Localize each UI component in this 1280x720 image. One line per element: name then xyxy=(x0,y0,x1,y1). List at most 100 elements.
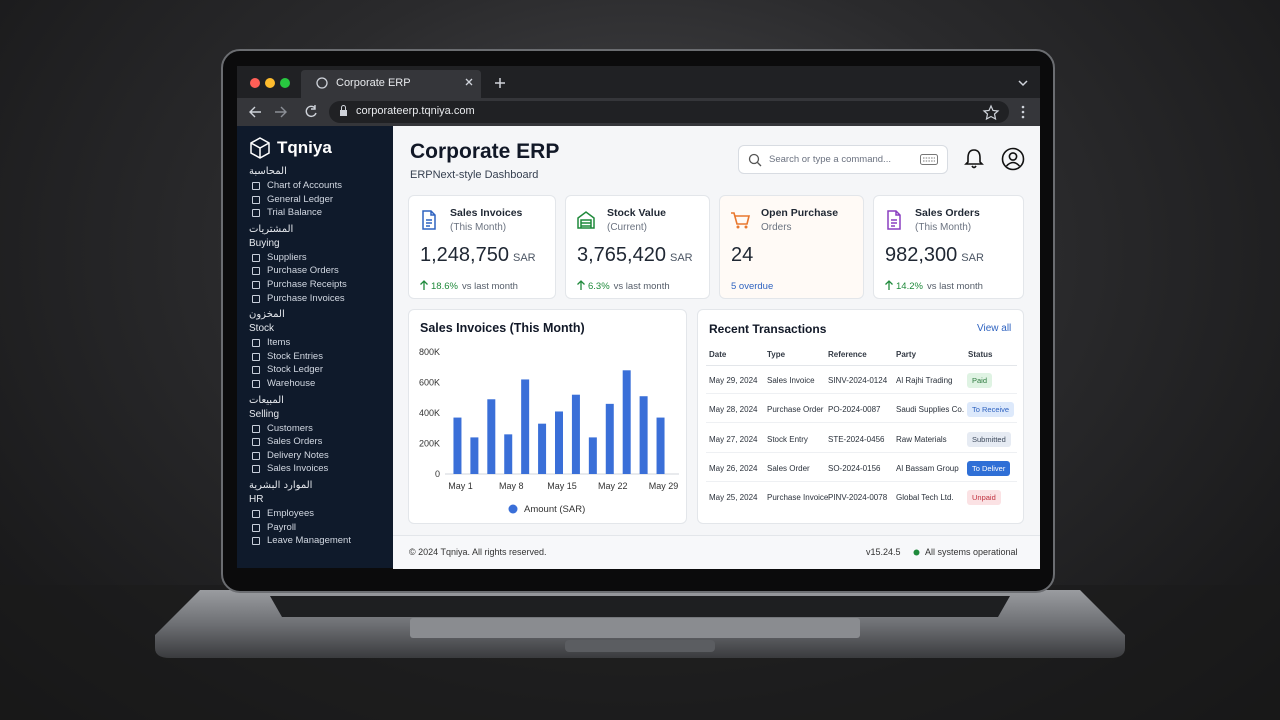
bar xyxy=(588,437,597,474)
kpi-change-note: vs last month xyxy=(461,281,518,292)
kpi-header: Stock Value (Current) xyxy=(607,207,666,233)
nav-item[interactable]: Sales Invoices xyxy=(249,462,389,476)
x-tick-label: May 22 xyxy=(598,481,628,491)
bar xyxy=(555,411,563,474)
nav-item[interactable]: Sales Orders xyxy=(249,435,389,449)
nav-item[interactable]: Items xyxy=(249,336,389,350)
nav-section: المبيعات Selling Customers Sales Orders Deli… xyxy=(249,394,389,476)
row-rule xyxy=(706,393,1017,394)
row-rule xyxy=(706,422,1017,424)
bar xyxy=(504,434,513,474)
kpi-value-row: 24 xyxy=(731,244,753,267)
kpi-icon xyxy=(731,212,751,229)
kpi-up-arrow xyxy=(420,280,428,290)
kpi-change-note[interactable]: 5 overdue xyxy=(731,281,774,292)
bar xyxy=(538,423,547,474)
nav-item[interactable]: Suppliers xyxy=(249,251,389,265)
table-cell: Sales Order xyxy=(767,463,810,473)
url[interactable]: corporateerp.tqniya.com xyxy=(356,105,475,117)
nav-item[interactable]: Trial Balance xyxy=(249,206,389,220)
x-tick-label: May 29 xyxy=(649,481,679,491)
kpi-title: Sales Orders xyxy=(915,207,980,219)
nav-item[interactable]: Purchase Orders xyxy=(249,264,389,278)
nav-item[interactable]: Leave Management xyxy=(249,534,389,548)
search-box[interactable]: Search or type a command... xyxy=(738,145,948,174)
kpi-up-arrow xyxy=(577,280,585,290)
header-rule xyxy=(706,365,1017,366)
kpi-change-note: vs last month xyxy=(613,281,670,292)
kpi-change-row: 6.3% vs last month xyxy=(577,276,670,294)
nav-item[interactable]: General Ledger xyxy=(249,193,389,207)
browser-chrome: Corporate ERP corporateerp.tqniya.com xyxy=(237,66,1040,126)
nav-item[interactable]: Purchase Invoices xyxy=(249,292,389,306)
bar xyxy=(656,417,665,474)
bar xyxy=(453,417,462,474)
kpi-value: 3,765,420 xyxy=(577,244,666,266)
row-rule xyxy=(706,480,1017,482)
table-header: Type xyxy=(767,350,786,359)
chart: 0 200K 400K 600K 800K May 1 May 8 May 15 May 22 M… xyxy=(419,347,679,515)
nav-item[interactable]: Stock Entries xyxy=(249,350,389,364)
nav-item[interactable]: Employees xyxy=(249,507,389,521)
nav-item[interactable]: Payroll xyxy=(249,521,389,535)
view-all-link[interactable]: View all xyxy=(977,323,1012,334)
kpi-header: Sales Invoices (This Month) xyxy=(450,207,522,233)
table-cell: Purchase Invoice xyxy=(767,493,829,503)
table-header: Reference xyxy=(828,350,867,359)
table-cell: May 27, 2024 xyxy=(709,434,758,444)
transactions-title: Recent Transactions xyxy=(709,322,827,336)
nav-section: المخزون Stock Items Stock Entries Stock Ledg… xyxy=(249,308,389,390)
nav-item[interactable]: Purchase Receipts xyxy=(249,278,389,292)
nav-section: المشتريات Buying Suppliers Purchase Orders P… xyxy=(249,223,389,305)
y-tick-label: 400K xyxy=(419,408,440,418)
x-tick-label: May 1 xyxy=(448,481,473,491)
user-menu[interactable] xyxy=(1001,147,1025,171)
nav-section-label-ar: الموارد البشرية xyxy=(249,479,313,491)
kpi-change-row: 18.6% vs last month xyxy=(420,276,518,294)
table-cell: SINV-2024-0124 xyxy=(828,376,888,385)
bar xyxy=(571,394,580,474)
chart-title: Sales Invoices (This Month) xyxy=(420,321,585,335)
legend-label: Amount (SAR) xyxy=(524,504,585,515)
browser-controls xyxy=(237,70,1040,126)
nav-item[interactable]: Delivery Notes xyxy=(249,449,389,463)
sidebar: Tqniya المحاسبة Chart of Accounts General … xyxy=(237,126,393,568)
tab-title[interactable]: Corporate ERP xyxy=(336,77,411,89)
x-tick-label: May 15 xyxy=(547,481,577,491)
kpi-change-row: 14.2% vs last month xyxy=(885,276,983,294)
table-cell: May 29, 2024 xyxy=(709,376,758,385)
nav-item[interactable]: Warehouse xyxy=(249,377,389,391)
kpi-change-note: vs last month xyxy=(926,281,983,292)
kpi-card: Sales Invoices (This Month) 1,248,750 SAR 18… xyxy=(408,195,556,299)
table-cell: Al Rajhi Trading xyxy=(896,376,953,385)
kpi-subtitle: Orders xyxy=(761,222,792,233)
nav-item[interactable]: Stock Ledger xyxy=(249,363,389,377)
sidebar-nav: المحاسبة Chart of Accounts General Ledger T… xyxy=(249,165,389,548)
table-cell: Al Bassam Group xyxy=(896,463,959,473)
table-cell: PINV-2024-0078 xyxy=(828,493,888,503)
kpi-header: Sales Orders (This Month) xyxy=(915,207,980,233)
nav-section-label-ar: المشتريات xyxy=(249,223,294,235)
kpi-change: 6.3% xyxy=(588,281,610,292)
bar xyxy=(470,437,479,474)
table-header: Date xyxy=(709,350,727,359)
search-icon xyxy=(748,153,762,167)
nav-item[interactable]: Customers xyxy=(249,422,389,436)
table-cell: SO-2024-0156 xyxy=(828,463,881,473)
nav-section-label: HR xyxy=(249,493,264,505)
kpi-card: Stock Value (Current) 3,765,420 SAR 6.3% vs l… xyxy=(565,195,710,299)
nav-section-label-ar: المبيعات xyxy=(249,394,284,406)
status-badge: Paid xyxy=(967,373,993,388)
kpi-title: Sales Invoices xyxy=(450,207,523,219)
kpi-icon xyxy=(577,211,595,229)
page-title: Corporate ERP xyxy=(410,140,560,163)
kpi-change: 14.2% xyxy=(896,281,923,292)
status-badge: Unpaid xyxy=(967,490,1001,506)
nav-item[interactable]: Chart of Accounts xyxy=(249,179,389,193)
kpi-card: Sales Orders (This Month) 982,300 SAR 14.2% v… xyxy=(873,195,1024,299)
status-badge: To Deliver xyxy=(967,460,1011,476)
notifications[interactable] xyxy=(964,148,984,170)
kpi-title: Stock Value xyxy=(607,207,666,219)
main: Corporate ERP ERPNext-style Dashboard Se… xyxy=(393,126,1040,569)
